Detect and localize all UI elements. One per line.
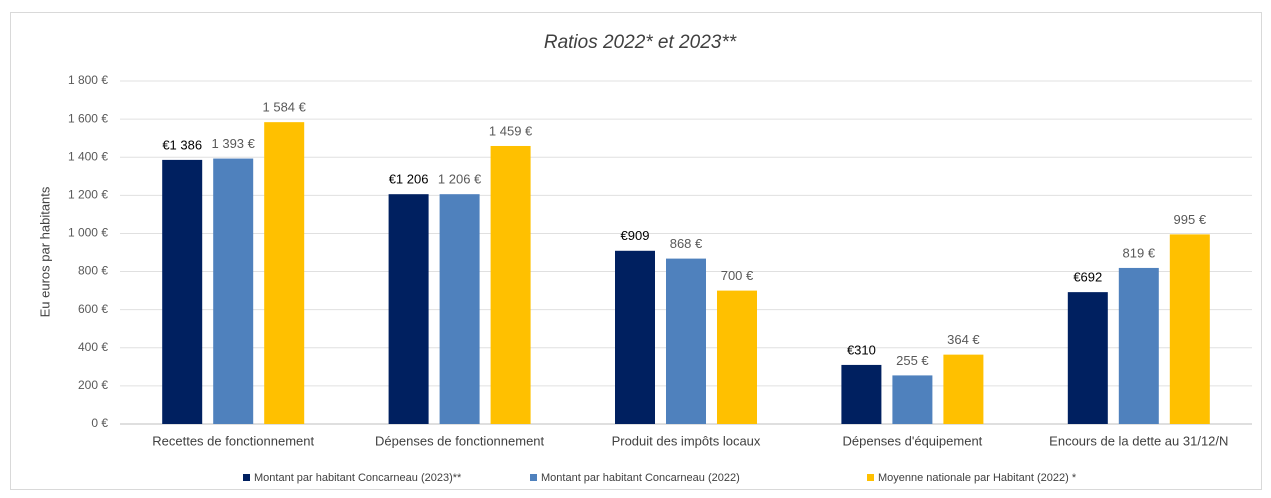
chart-title: Ratios 2022* et 2023** xyxy=(544,32,737,53)
legend-swatch xyxy=(867,474,874,481)
bar xyxy=(439,194,480,424)
value-label: 995 € xyxy=(1174,212,1207,227)
bar xyxy=(1067,292,1108,424)
bar xyxy=(615,250,655,424)
value-label: €1 206 xyxy=(389,172,429,187)
bar xyxy=(1169,234,1210,424)
legend-swatch xyxy=(530,474,537,481)
x-tick-label: Recettes de fonctionnement xyxy=(152,433,314,448)
bar xyxy=(666,258,706,424)
value-label: 868 € xyxy=(670,236,703,251)
y-tick-label: 0 € xyxy=(91,416,108,430)
x-tick-label: Dépenses de fonctionnement xyxy=(375,433,545,448)
value-label: 1 584 € xyxy=(263,100,307,115)
y-axis-title: Eu euros par habitants xyxy=(37,186,52,317)
x-tick-label: Produit des impôts locaux xyxy=(612,433,761,448)
y-tick-label: 800 € xyxy=(78,264,108,278)
y-tick-label: 1 200 € xyxy=(68,188,108,202)
y-tick-label: 1 000 € xyxy=(68,226,108,240)
x-tick-label: Encours de la dette au 31/12/N xyxy=(1049,433,1228,448)
value-label: 1 393 € xyxy=(212,136,256,151)
bar xyxy=(162,159,203,424)
legend-label: Montant par habitant Concarneau (2022) xyxy=(541,472,740,484)
value-label: €1 386 xyxy=(162,137,202,152)
bar xyxy=(213,158,254,425)
bar xyxy=(264,122,305,424)
y-tick-label: 600 € xyxy=(78,302,108,316)
bar xyxy=(841,364,882,424)
value-label: 700 € xyxy=(721,268,754,283)
value-label: €909 xyxy=(621,228,650,243)
bar xyxy=(717,290,757,424)
bar xyxy=(892,375,933,424)
bar xyxy=(388,194,429,424)
y-tick-label: 400 € xyxy=(78,340,108,354)
value-label: 1 459 € xyxy=(489,123,533,138)
x-tick-label: Dépenses d'équipement xyxy=(842,433,982,448)
y-tick-label: 1 600 € xyxy=(68,111,108,125)
value-label: 819 € xyxy=(1123,245,1156,260)
value-label: €692 xyxy=(1073,270,1102,285)
value-label: €310 xyxy=(847,342,876,357)
bar xyxy=(943,354,984,424)
legend-swatch xyxy=(243,474,250,481)
value-label: 364 € xyxy=(947,332,980,347)
y-tick-label: 1 800 € xyxy=(68,73,108,87)
legend-label: Montant par habitant Concarneau (2023)** xyxy=(254,472,462,484)
bar xyxy=(490,145,531,425)
y-tick-label: 200 € xyxy=(78,378,108,392)
y-tick-label: 1 400 € xyxy=(68,149,108,163)
value-label: 255 € xyxy=(896,353,929,368)
legend-label: Moyenne nationale par Habitant (2022) * xyxy=(878,472,1077,484)
bar xyxy=(1118,267,1159,424)
value-label: 1 206 € xyxy=(438,172,482,187)
